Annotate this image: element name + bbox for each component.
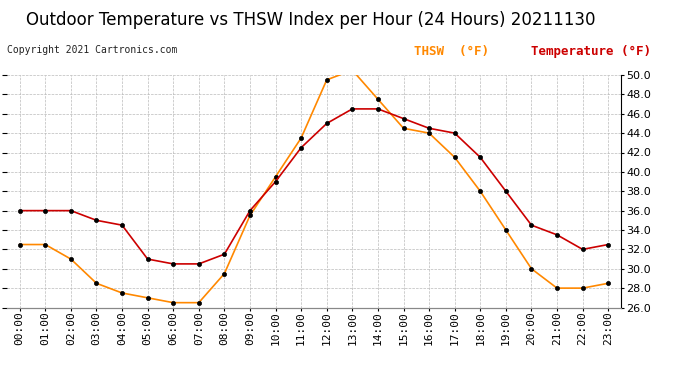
Text: Copyright 2021 Cartronics.com: Copyright 2021 Cartronics.com [7,45,177,55]
Text: THSW  (°F): THSW (°F) [414,45,489,58]
Text: Outdoor Temperature vs THSW Index per Hour (24 Hours) 20211130: Outdoor Temperature vs THSW Index per Ho… [26,11,595,29]
Text: Temperature (°F): Temperature (°F) [531,45,651,58]
